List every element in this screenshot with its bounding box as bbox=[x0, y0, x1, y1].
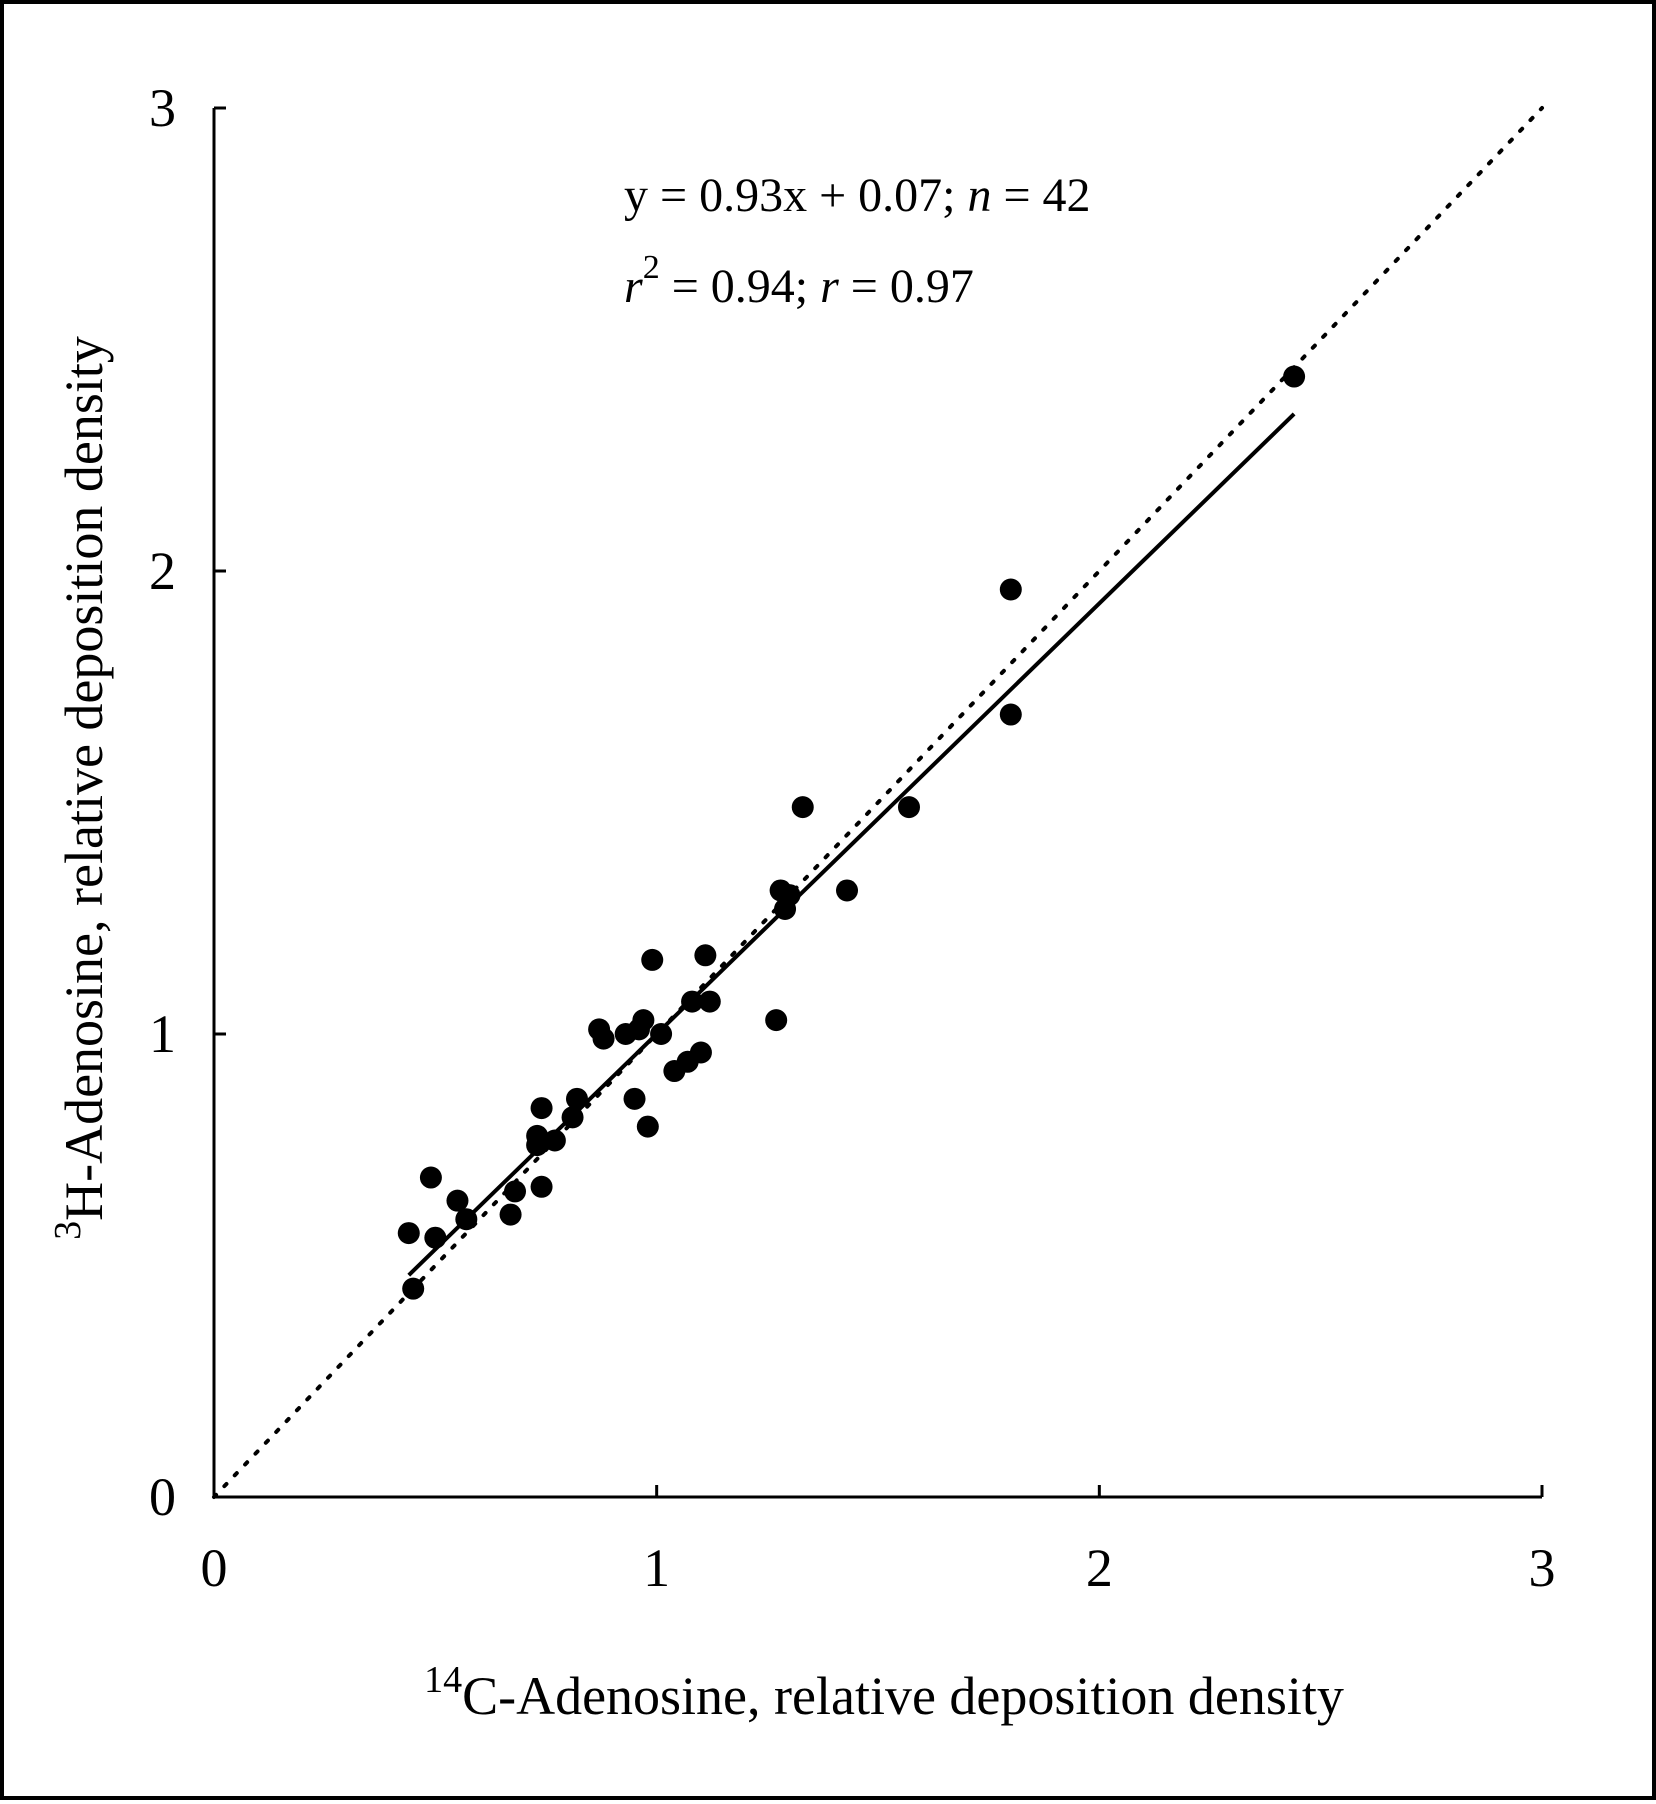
data-point bbox=[641, 948, 664, 971]
x-axis-title: 14C-Adenosine, relative deposition densi… bbox=[424, 1659, 1344, 1726]
data-point bbox=[632, 1009, 655, 1032]
data-point bbox=[565, 1087, 588, 1110]
data-point bbox=[765, 1009, 788, 1032]
y-axis-title-text: H-Adenosine, relative deposition density bbox=[54, 336, 114, 1221]
data-point bbox=[397, 1222, 420, 1245]
x-axis-title-text: C-Adenosine, relative deposition density bbox=[462, 1666, 1344, 1726]
data-point bbox=[499, 1203, 522, 1226]
data-point bbox=[999, 578, 1022, 601]
data-point bbox=[836, 879, 859, 902]
data-point bbox=[402, 1277, 425, 1300]
x-tick-label: 2 bbox=[1086, 1538, 1113, 1598]
x-axis-title-superscript: 14 bbox=[424, 1659, 462, 1701]
ticks-layer: 0 1 2 3 0 1 2 3 bbox=[149, 78, 1556, 1598]
data-point bbox=[897, 796, 920, 819]
y-tick-label: 1 bbox=[149, 1004, 176, 1064]
data-point bbox=[504, 1180, 527, 1203]
data-point bbox=[1283, 365, 1306, 388]
equation-annotation: y = 0.93x + 0.07; n = 42 bbox=[624, 169, 1091, 222]
equation-n-symbol: n bbox=[967, 169, 991, 222]
y-axis-title-superscript: 3 bbox=[47, 1221, 89, 1240]
data-point bbox=[424, 1226, 447, 1249]
x-tick-label: 1 bbox=[643, 1538, 670, 1598]
y-axis-title: 3H-Adenosine, relative deposition densit… bbox=[47, 336, 114, 1240]
data-point bbox=[530, 1097, 553, 1120]
data-point bbox=[419, 1166, 442, 1189]
x-tick-label: 3 bbox=[1529, 1538, 1556, 1598]
data-point bbox=[446, 1189, 469, 1212]
equation-n-value: = 42 bbox=[991, 169, 1090, 222]
data-point bbox=[791, 796, 814, 819]
x-tick-label: 0 bbox=[201, 1538, 228, 1598]
data-point bbox=[530, 1175, 553, 1198]
data-point bbox=[636, 1115, 659, 1138]
r-squared-symbol: r bbox=[624, 260, 643, 313]
y-tick-label: 0 bbox=[149, 1467, 176, 1527]
r-value: = 0.97 bbox=[839, 260, 974, 313]
data-point bbox=[999, 703, 1022, 726]
data-point bbox=[698, 990, 721, 1013]
data-point bbox=[650, 1023, 673, 1045]
y-tick-label: 2 bbox=[149, 541, 176, 601]
correlation-annotation: r2 = 0.94; r = 0.97 bbox=[624, 249, 974, 313]
points-layer bbox=[397, 365, 1306, 1300]
identity-line bbox=[212, 106, 1544, 1499]
data-point bbox=[778, 884, 801, 907]
data-point bbox=[561, 1106, 584, 1129]
data-point bbox=[681, 990, 704, 1013]
y-tick-label: 3 bbox=[149, 78, 176, 138]
r-squared-superscript: 2 bbox=[643, 249, 660, 286]
data-point bbox=[623, 1087, 646, 1110]
r-symbol: r bbox=[820, 260, 839, 313]
data-point bbox=[543, 1129, 566, 1152]
data-point bbox=[526, 1124, 549, 1147]
data-point bbox=[694, 944, 717, 967]
data-point bbox=[592, 1027, 615, 1050]
r-squared-value: = 0.94; bbox=[660, 260, 820, 313]
data-point bbox=[455, 1208, 478, 1231]
axes-layer bbox=[212, 108, 1542, 1499]
data-point bbox=[689, 1041, 712, 1064]
equation-text: y = 0.93x + 0.07; bbox=[624, 169, 967, 222]
